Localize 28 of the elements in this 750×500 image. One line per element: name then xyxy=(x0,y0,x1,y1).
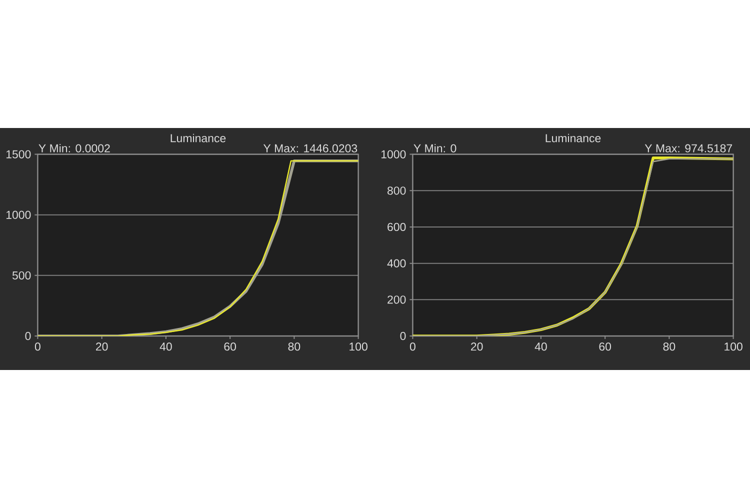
x-tick-label: 100 xyxy=(724,342,742,351)
chart-title: Luminance xyxy=(546,134,601,142)
text: Y Max: 1446.0203 xyxy=(263,144,358,152)
x-tick-label: 20 xyxy=(471,342,483,351)
x-tick-label: 0 xyxy=(410,342,416,351)
x-tick-label: 20 xyxy=(96,342,108,351)
text: Y Max: 974.5187 xyxy=(644,144,732,152)
x-tick-label: 100 xyxy=(350,342,368,351)
x-tick-label: 40 xyxy=(534,342,547,351)
y-tick-label: 1500 xyxy=(6,150,31,158)
x-tick-label: 0 xyxy=(34,342,40,351)
chart-title: Luminance xyxy=(170,134,226,142)
x-tick-label: 80 xyxy=(288,342,300,351)
text: Y Min: 0.0002 xyxy=(38,144,110,152)
y-tick-label: 400 xyxy=(387,259,406,268)
y-tick-label: 0 xyxy=(25,332,31,340)
text: Y Min: 0 xyxy=(414,144,456,152)
y-tick-label: 1000 xyxy=(381,150,406,158)
y-tick-label: 200 xyxy=(388,296,406,304)
y-tick-label: 0 xyxy=(400,332,406,340)
x-tick-label: 60 xyxy=(224,342,236,351)
y-tick-label: 500 xyxy=(12,271,31,280)
y-tick-label: 800 xyxy=(387,186,406,195)
x-tick-label: 60 xyxy=(599,342,612,351)
x-tick-label: 40 xyxy=(160,342,172,351)
y-tick-label: 1000 xyxy=(6,210,31,219)
x-tick-label: 80 xyxy=(663,342,676,351)
y-tick-label: 600 xyxy=(388,222,406,232)
